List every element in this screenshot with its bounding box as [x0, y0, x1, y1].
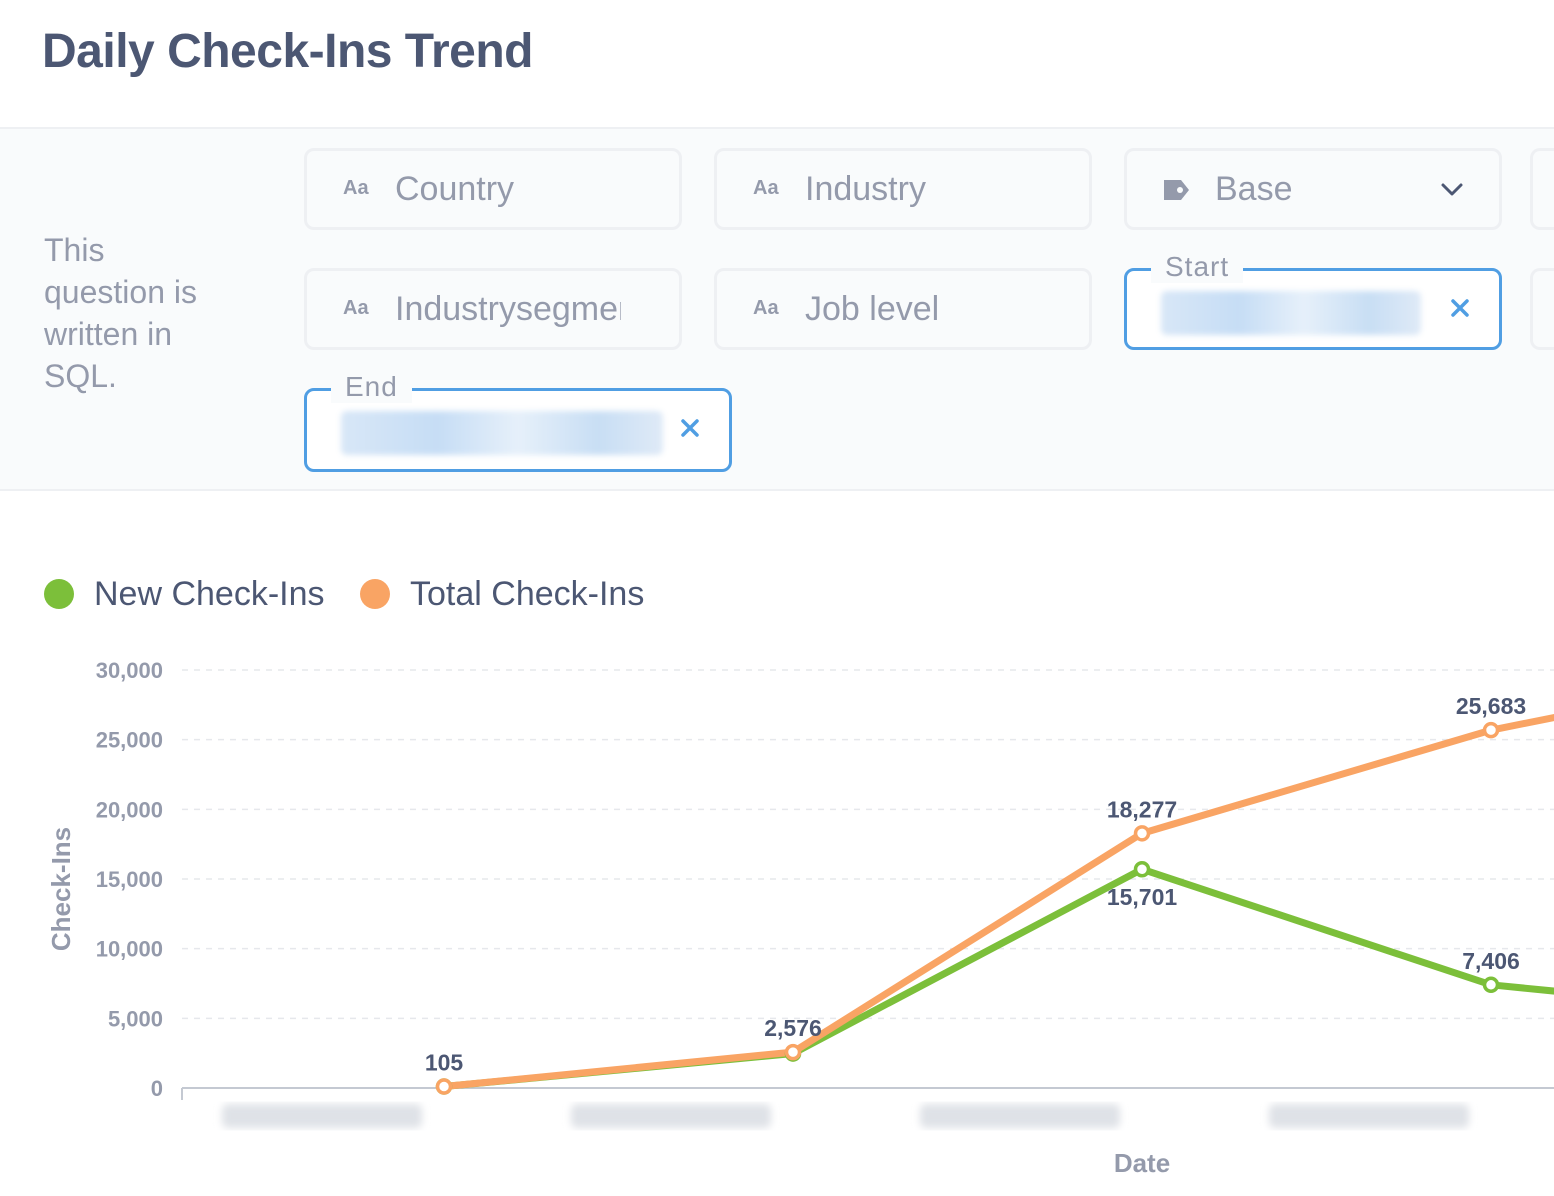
sql-note: This question is written in SQL.: [44, 232, 197, 394]
filter-partial-hidden[interactable]: [1530, 268, 1554, 350]
data-point-total: [784, 1043, 802, 1061]
legend-dot-new: [44, 579, 74, 609]
x-tick-label-redacted: [1269, 1104, 1469, 1128]
filter-country[interactable]: Aa Country: [304, 148, 682, 230]
y-tick-label: 10,000: [96, 937, 163, 962]
close-icon[interactable]: [677, 415, 703, 441]
data-label-total: 105: [425, 1050, 464, 1076]
y-axis-title: Check-Ins: [46, 827, 76, 951]
filter-end-value-redacted: [341, 411, 663, 455]
data-point-total: [1133, 825, 1151, 842]
text-type-icon: Aa: [343, 177, 369, 199]
data-label-total: 18,277: [1107, 796, 1177, 822]
data-point-total: [1482, 721, 1500, 739]
y-tick-label: 15,000: [96, 867, 163, 892]
filter-base-label: Base: [1215, 170, 1293, 208]
data-point-total: [435, 1078, 453, 1095]
data-label-new: 15,701: [1107, 884, 1178, 910]
filter-start-label: Start: [1151, 251, 1244, 283]
text-type-icon: Aa: [753, 297, 779, 319]
series-line-total-check-ins: [440, 714, 1554, 1091]
filter-industrysegment[interactable]: Aa Industrysegment: [304, 268, 682, 350]
legend-label-total: Total Check-Ins: [410, 575, 645, 613]
legend-label-new: New Check-Ins: [94, 575, 325, 613]
filter-industry-label: Industry: [805, 170, 926, 208]
line-chart: 0 5,000 10,000 15,000 20,000 25,000 30,000 Chec…: [46, 658, 1554, 1178]
filter-job-level[interactable]: Aa Job level: [714, 268, 1092, 350]
y-tick-label: 20,000: [96, 797, 163, 822]
x-tick-label-redacted: [222, 1104, 422, 1128]
filter-base[interactable]: Base: [1124, 148, 1502, 230]
y-tick-label: 0: [151, 1076, 163, 1101]
y-tick-label: 25,000: [96, 728, 163, 753]
filter-job-level-label: Job level: [805, 290, 940, 328]
filter-start[interactable]: Start: [1124, 251, 1502, 350]
data-label-total: 2,576: [764, 1015, 822, 1041]
filter-industrysegment-label: Industrysegment: [395, 290, 621, 328]
data-point-new: [1482, 976, 1500, 994]
x-tick-label-redacted: [920, 1104, 1120, 1128]
filter-partial-hidden[interactable]: [1530, 148, 1554, 230]
page-title: Daily Check-Ins Trend: [42, 25, 534, 78]
chevron-down-icon[interactable]: [1439, 179, 1465, 199]
data-label-new: 7,406: [1462, 948, 1520, 974]
filter-start-value-redacted: [1161, 291, 1421, 335]
tag-icon: [1164, 180, 1189, 200]
y-tick-label: 5,000: [108, 1006, 163, 1031]
x-tick-label-redacted: [571, 1104, 771, 1128]
series-line-new-check-ins: [440, 865, 1554, 1091]
text-type-icon: Aa: [753, 177, 779, 199]
y-tick-label: 30,000: [96, 658, 163, 683]
x-axis-title: Date: [1114, 1148, 1170, 1178]
filter-industry[interactable]: Aa Industry: [714, 148, 1092, 230]
text-type-icon: Aa: [343, 297, 369, 319]
filter-end[interactable]: End: [304, 371, 732, 472]
close-icon[interactable]: [1447, 295, 1473, 321]
legend-dot-total: [360, 579, 390, 609]
data-label-total: 25,683: [1456, 693, 1526, 719]
data-point-new: [1133, 860, 1151, 878]
filter-country-label: Country: [395, 170, 515, 208]
filter-end-label: End: [331, 371, 412, 403]
